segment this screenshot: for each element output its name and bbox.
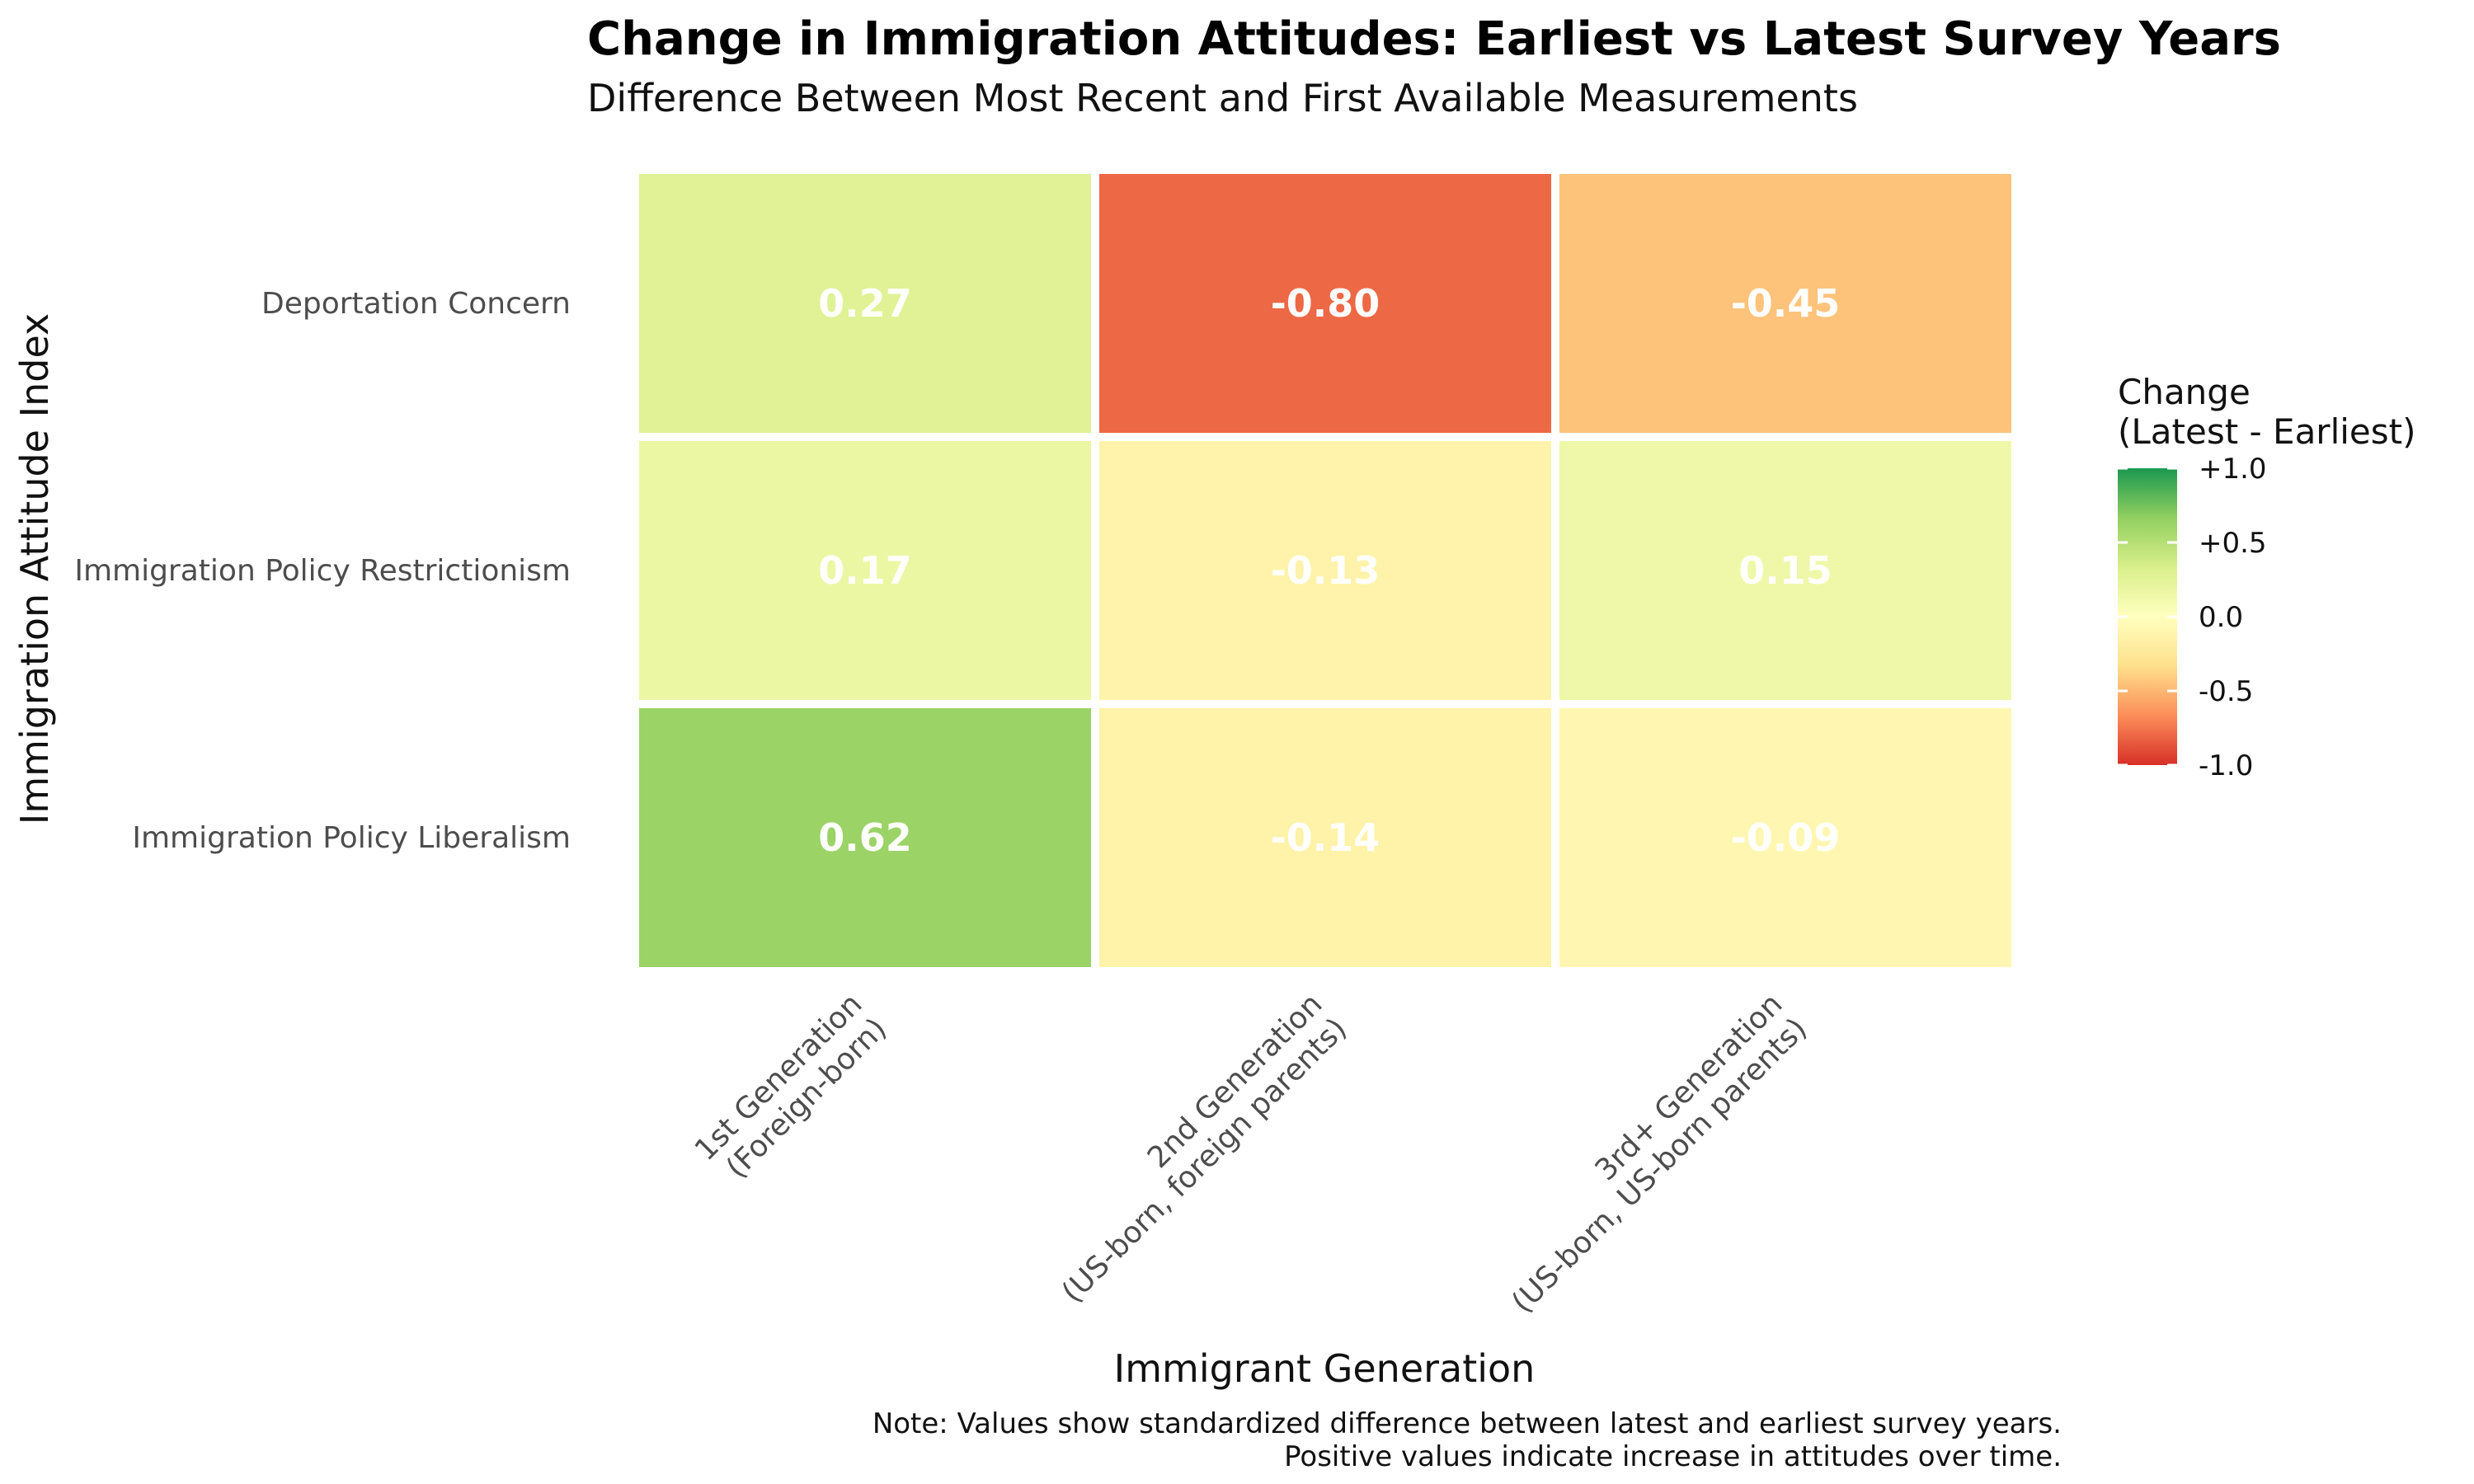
x-axis-title: Immigrant Generation [1114,1346,1536,1391]
x-tick-label: 3rd+ Generation(US-born, US-born parents… [1506,987,1814,1320]
heatmap-cell-r1-c2 [1559,441,2011,700]
x-tick-label-line: (US-born, US-born parents) [1506,1012,1814,1320]
cell-value-label-r1-c1: -0.13 [1271,548,1380,593]
note-line-2: Positive values indicate increase in att… [1284,1440,2062,1473]
y-axis-title: Immigration Attitude Index [12,313,57,824]
heatmap-cell-r2-c1 [1099,708,1551,967]
x-tick-label-line: (US-born, foreign parents) [1056,1012,1353,1309]
heatmap-cell-r0-c1 [1099,174,1551,433]
legend-title-line-1: Change [2118,372,2251,412]
legend-tick-label: -0.5 [2199,675,2253,708]
x-axis-tick-labels: 1st Generation(Foreign-born) 2nd Generati… [689,987,1813,1319]
y-tick-label: Deportation Concern [261,287,571,321]
legend-ticks: +1.0 +0.5 0.0 -0.5 -1.0 [2118,453,2267,782]
chart-subtitle: Difference Between Most Recent and First… [587,76,1858,120]
heatmap-cell-r2-c2 [1559,708,2011,967]
x-tick-label: 2nd Generation(US-born, foreign parents) [1056,987,1353,1309]
heatmap-cell-r2-c0 [639,708,1091,967]
legend-tick-label: +1.0 [2199,453,2267,486]
cell-value-label-r0-c2: -0.45 [1731,281,1841,326]
heatmap-cell-r0-c0 [639,174,1091,433]
x-tick-label: 1st Generation(Foreign-born) [689,987,893,1185]
y-tick-label: Immigration Policy Restrictionism [74,554,571,588]
heatmap-cells: 0.27 -0.80 -0.45 0.17 -0.13 0.15 0.62 -0.14 -0.0… [639,174,2011,967]
note-line-1: Note: Values show standardized differenc… [872,1407,2062,1440]
heatmap-cell-r0-c2 [1559,174,2011,433]
legend-tick-label: -1.0 [2199,749,2253,782]
cell-value-label-r1-c0: 0.17 [818,548,912,593]
y-axis-tick-labels: Deportation Concern Immigration Policy Re… [74,287,571,855]
cell-value-label-r2-c0: 0.62 [818,815,912,860]
legend-tick-label: +0.5 [2199,527,2267,560]
legend-tick-label: 0.0 [2199,601,2243,634]
chart-title: Change in Immigration Attitudes: Earlies… [587,12,2281,66]
cell-value-label-r0-c0: 0.27 [818,281,912,326]
y-tick-label: Immigration Policy Liberalism [132,821,571,855]
cell-value-label-r0-c1: -0.80 [1271,281,1380,326]
legend-title-line-2: (Latest - Earliest) [2118,411,2416,452]
heatmap-cell-r1-c1 [1099,441,1551,700]
cell-value-label-r2-c1: -0.14 [1271,815,1380,860]
heatmap-cell-r1-c0 [639,441,1091,700]
cell-value-label-r1-c2: 0.15 [1738,548,1832,593]
color-legend: Change (Latest - Earliest) +1.0 +0.5 0.0 -0… [2118,372,2416,782]
cell-value-label-r2-c2: -0.09 [1731,815,1841,860]
